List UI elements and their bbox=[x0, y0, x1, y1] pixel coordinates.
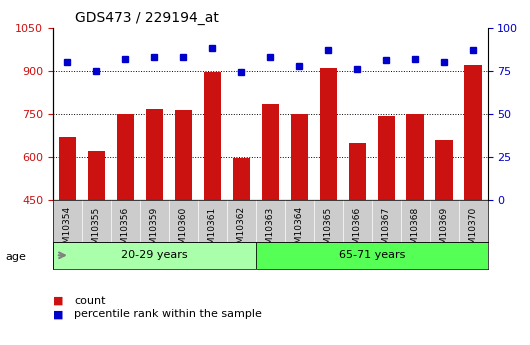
Bar bbox=[204, 72, 221, 200]
Text: GSM10360: GSM10360 bbox=[179, 206, 188, 256]
Text: ■: ■ bbox=[53, 296, 64, 306]
Text: GSM10362: GSM10362 bbox=[237, 206, 246, 255]
Text: GSM10366: GSM10366 bbox=[353, 206, 361, 256]
Text: ■: ■ bbox=[53, 309, 64, 319]
Text: 65-71 years: 65-71 years bbox=[339, 250, 405, 260]
Text: GSM10365: GSM10365 bbox=[324, 206, 333, 256]
Text: GSM10364: GSM10364 bbox=[295, 206, 304, 255]
Text: count: count bbox=[74, 296, 105, 306]
Bar bbox=[146, 109, 163, 200]
FancyBboxPatch shape bbox=[53, 241, 256, 269]
Text: percentile rank within the sample: percentile rank within the sample bbox=[74, 309, 262, 319]
Bar bbox=[262, 104, 279, 200]
Text: GSM10359: GSM10359 bbox=[150, 206, 159, 256]
Text: GSM10356: GSM10356 bbox=[121, 206, 130, 256]
Text: GSM10370: GSM10370 bbox=[469, 206, 478, 256]
Bar bbox=[175, 110, 192, 200]
Bar bbox=[407, 115, 424, 200]
Bar bbox=[88, 151, 105, 200]
Bar bbox=[233, 158, 250, 200]
Bar bbox=[349, 142, 366, 200]
Text: age: age bbox=[5, 252, 26, 262]
Text: GSM10361: GSM10361 bbox=[208, 206, 217, 256]
Bar bbox=[377, 116, 395, 200]
Bar bbox=[290, 115, 308, 200]
Text: GSM10363: GSM10363 bbox=[266, 206, 275, 256]
Bar bbox=[436, 140, 453, 200]
Bar bbox=[320, 68, 337, 200]
Bar bbox=[117, 115, 134, 200]
Bar bbox=[464, 65, 482, 200]
Bar bbox=[59, 137, 76, 200]
Text: 20-29 years: 20-29 years bbox=[121, 250, 188, 260]
Text: GSM10367: GSM10367 bbox=[382, 206, 391, 256]
FancyBboxPatch shape bbox=[256, 241, 488, 269]
Text: GSM10354: GSM10354 bbox=[63, 206, 72, 255]
Text: GSM10368: GSM10368 bbox=[411, 206, 420, 256]
Text: GSM10355: GSM10355 bbox=[92, 206, 101, 256]
Text: GSM10369: GSM10369 bbox=[440, 206, 448, 256]
Text: GDS473 / 229194_at: GDS473 / 229194_at bbox=[75, 11, 218, 25]
